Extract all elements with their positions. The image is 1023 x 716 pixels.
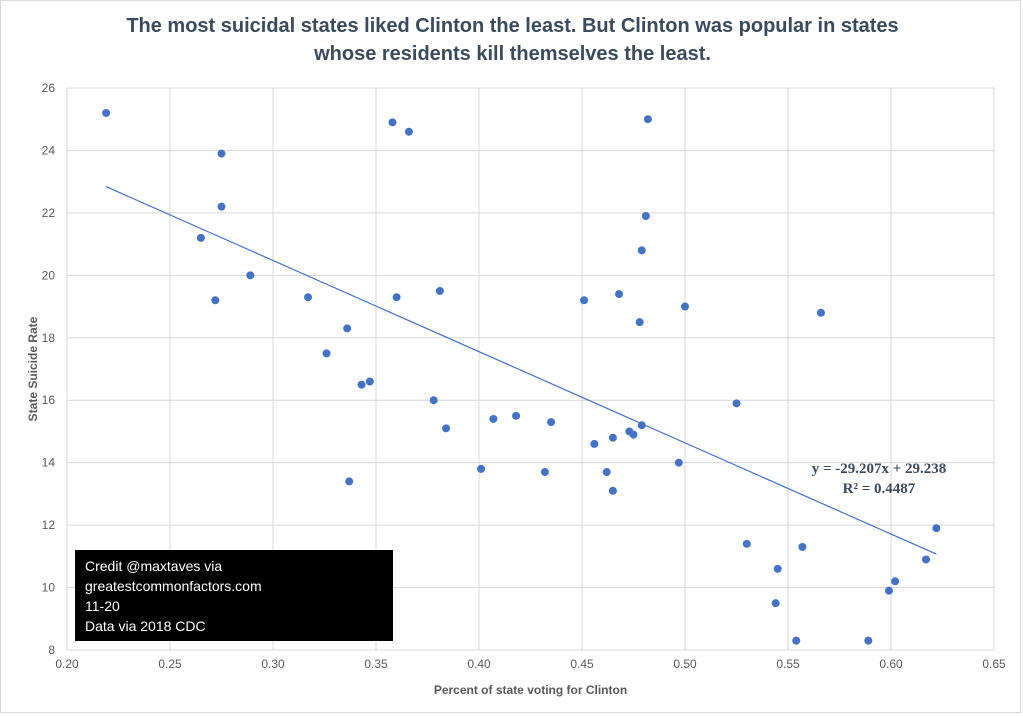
x-tick-label: 0.55 (776, 657, 800, 671)
data-point-27 (608, 486, 617, 495)
data-point-34 (641, 212, 650, 221)
y-tick-label: 10 (42, 581, 56, 595)
trendline-group (105, 186, 937, 555)
credit-line-author: Credit @maxtaves via (85, 558, 223, 574)
data-point-15 (429, 396, 438, 405)
x-tick-label: 0.20 (55, 657, 79, 671)
y-tick-label: 8 (48, 643, 55, 657)
data-point-31 (635, 318, 644, 327)
credit-line-source: Data via 2018 CDC (85, 618, 206, 634)
x-tick-label: 0.50 (673, 657, 697, 671)
data-point-22 (547, 418, 556, 427)
data-point-1 (217, 149, 226, 158)
x-tick-label: 0.40 (467, 657, 491, 671)
y-tick-label: 20 (42, 268, 56, 282)
data-point-41 (773, 564, 782, 573)
data-point-42 (792, 636, 801, 645)
y-tick-label: 14 (42, 456, 56, 470)
x-tick-label: 0.60 (879, 657, 903, 671)
data-point-25 (602, 468, 611, 477)
data-points (102, 108, 941, 645)
data-point-14 (404, 127, 413, 136)
data-point-0 (102, 108, 111, 117)
data-point-12 (388, 118, 397, 127)
y-tick-label: 16 (42, 393, 56, 407)
data-point-21 (540, 468, 549, 477)
data-point-16 (435, 286, 444, 295)
data-point-43 (798, 542, 807, 551)
data-point-28 (615, 290, 624, 299)
data-point-48 (922, 555, 931, 564)
data-point-35 (643, 115, 652, 124)
credit-box: Credit @maxtaves via greatestcommonfacto… (75, 550, 393, 641)
data-point-5 (246, 271, 255, 280)
data-point-33 (637, 246, 646, 255)
data-point-10 (357, 380, 366, 389)
x-tick-label: 0.30 (261, 657, 285, 671)
data-point-13 (392, 293, 401, 302)
data-point-45 (864, 636, 873, 645)
data-point-26 (608, 433, 617, 442)
data-point-20 (512, 411, 521, 420)
credit-line-date: 11-20 (85, 598, 120, 614)
data-point-39 (742, 539, 751, 548)
data-point-9 (345, 477, 354, 486)
y-tick-label: 24 (42, 143, 56, 157)
x-tick-label: 0.65 (982, 657, 1006, 671)
y-tick-label: 18 (42, 331, 56, 345)
data-point-37 (681, 302, 689, 311)
data-point-7 (322, 349, 331, 358)
data-point-32 (637, 421, 646, 430)
data-point-23 (580, 296, 589, 305)
y-tick-label: 12 (42, 518, 56, 532)
data-point-3 (196, 233, 205, 242)
data-point-2 (217, 202, 226, 211)
data-point-30 (629, 430, 638, 439)
data-point-40 (771, 599, 780, 608)
x-tick-label: 0.35 (364, 657, 388, 671)
x-tick-label: 0.25 (158, 657, 182, 671)
data-point-18 (477, 464, 486, 473)
data-point-46 (884, 586, 893, 595)
trendline-equation: y = -29.207x + 29.238 (812, 461, 947, 477)
data-point-24 (590, 439, 599, 448)
data-point-19 (489, 414, 498, 423)
data-point-47 (891, 577, 900, 586)
y-axis-ticks: 8 10 12 14 16 18 20 22 24 26 (42, 81, 56, 657)
chart-title-line-2: whose residents kill themselves the leas… (314, 43, 711, 65)
y-tick-label: 26 (42, 81, 56, 95)
data-point-36 (674, 458, 683, 467)
x-axis-ticks: 0.20 0.25 0.30 0.35 0.40 0.45 0.50 0.55 0.60 0.65 (55, 657, 1006, 671)
data-point-38 (732, 399, 741, 408)
trendline-r-squared: R² = 0.4487 (843, 481, 916, 497)
x-tick-label: 0.45 (570, 657, 594, 671)
data-point-17 (442, 424, 451, 433)
data-point-49 (932, 524, 941, 533)
data-point-6 (304, 293, 313, 302)
credit-line-site: greatestcommonfactors.com (85, 578, 262, 594)
y-axis-label: State Suicide Rate (26, 316, 40, 421)
data-point-11 (365, 377, 374, 386)
chart-title-line-1: The most suicidal states liked Clinton t… (126, 15, 899, 37)
y-tick-label: 22 (42, 206, 56, 220)
data-point-8 (343, 324, 352, 333)
data-point-44 (816, 308, 825, 317)
x-axis-label: Percent of state voting for Clinton (434, 683, 627, 697)
data-point-4 (211, 296, 220, 305)
trendline (105, 186, 937, 555)
